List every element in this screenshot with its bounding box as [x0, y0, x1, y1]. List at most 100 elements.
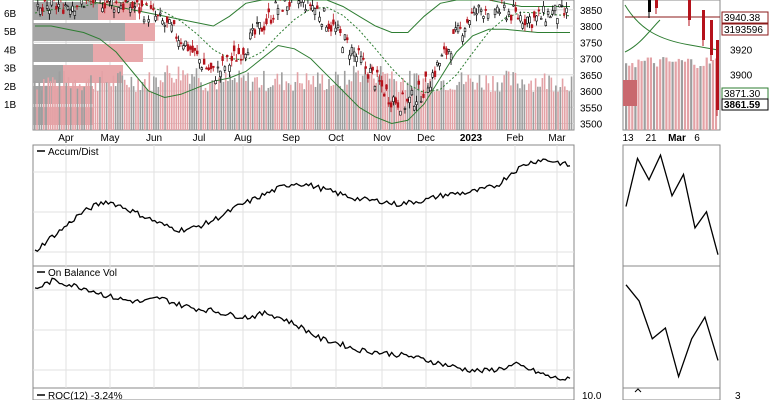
volume-bar [539, 86, 541, 130]
date-tick-label: Apr [58, 133, 74, 144]
volume-bar [251, 81, 254, 130]
candle-body [45, 5, 49, 9]
volume-bar [249, 90, 252, 130]
candle-body [131, 1, 134, 8]
price-axis: 3500 3550 3600 3650 3700 3750 3800 3850 1B 2B 3B 4B… [4, 6, 603, 131]
volume-bar [303, 89, 306, 130]
price-candles [36, 0, 568, 116]
candle-body [387, 102, 391, 105]
volume-bar [168, 73, 171, 130]
date-tick-label: Mar [548, 133, 566, 144]
candle-body [80, 0, 83, 5]
candle-body [549, 16, 552, 19]
volume-profile-bar-down [98, 2, 136, 20]
candle-body [75, 5, 79, 8]
candle-body [50, 0, 53, 6]
volume-bar [476, 82, 479, 130]
candle-body [371, 66, 374, 71]
candle-body [214, 80, 217, 85]
candle-body [62, 9, 65, 14]
candle-body [57, 4, 60, 8]
candle-body [212, 65, 215, 68]
volume-bar [229, 74, 231, 130]
volume-bar [301, 83, 303, 130]
value-label-text: 3861.59 [724, 100, 761, 111]
candle-body [186, 44, 190, 51]
volume-bar [521, 79, 523, 130]
candle-body [135, 0, 139, 3]
volume-tick-label: 4B [4, 45, 17, 56]
candle-body [396, 102, 400, 108]
candle-body [325, 26, 328, 32]
volume-bar [186, 73, 189, 130]
candle-body [239, 59, 243, 61]
candle-body [329, 25, 333, 32]
volume-bar [299, 83, 301, 130]
zoom-date-tick-label: 21 [645, 133, 657, 144]
volume-bar [436, 89, 438, 130]
date-tick-label: Jun [146, 133, 162, 144]
zoom-volume-bar [690, 59, 693, 130]
candle-body [346, 37, 349, 41]
candle-body [526, 16, 529, 24]
candle-body [334, 27, 337, 32]
volume-bar [103, 82, 106, 130]
zoom-volume-bar [646, 57, 649, 130]
candle-body [565, 7, 568, 13]
candle-body [205, 67, 208, 70]
candle-body [64, 4, 67, 7]
volume-bar [215, 89, 218, 130]
candle-body [163, 24, 167, 27]
volume-tick-label: 5B [4, 27, 17, 38]
zoom-candle-body [648, 0, 651, 12]
candle-body [318, 16, 321, 22]
volume-bar [114, 86, 117, 130]
date-tick-label: Sep [282, 133, 300, 144]
price-tick-label: 3700 [580, 55, 603, 66]
candle-body [392, 96, 395, 102]
volume-bar [366, 74, 368, 130]
volume-bar [108, 82, 110, 130]
volume-bar [496, 82, 499, 130]
volume-bar [159, 80, 162, 130]
volume-bar [269, 86, 272, 130]
candle-body [304, 9, 307, 12]
candle-body [336, 24, 340, 28]
date-tick-label: Dec [417, 133, 435, 144]
volume-bar [38, 82, 41, 130]
candle-body [168, 19, 171, 25]
candle-body [473, 7, 476, 14]
volume-bar [144, 79, 146, 130]
candle-body [246, 52, 250, 56]
zoom-price-tick-label: 3920 [730, 46, 753, 57]
candle-body [152, 8, 155, 10]
volume-bar [231, 80, 234, 130]
volume-bar [400, 81, 402, 130]
zoom-date-tick-label: Mar [668, 133, 686, 144]
candle-body [459, 27, 462, 29]
candle-body [433, 70, 437, 77]
zoom-band-line [624, 4, 719, 51]
candle-body [165, 16, 169, 23]
candle-body [320, 24, 324, 27]
volume-bar [348, 79, 351, 130]
volume-bar [36, 89, 38, 130]
candle-body [546, 11, 550, 15]
zoom-volume-bar [649, 57, 652, 130]
indicator-title: On Balance Vol [48, 268, 117, 279]
volume-bar [350, 81, 353, 130]
volume-bar [258, 87, 261, 130]
candle-body [498, 11, 501, 14]
volume-bar [117, 73, 119, 130]
zoom-candle-body [655, 0, 658, 8]
volume-bar [292, 90, 294, 130]
zoom-volume-bar [677, 58, 680, 130]
roc-panel: ROC(12) -3.24% 10.0 3 [37, 388, 741, 400]
zoom-date-tick-label: 6 [694, 133, 700, 144]
volume-bar [557, 91, 559, 130]
candle-body [219, 70, 222, 78]
volume-bar [487, 83, 490, 130]
zoom-band-line [624, 19, 661, 53]
volume-bar [67, 77, 70, 130]
volume-bar [157, 86, 160, 130]
